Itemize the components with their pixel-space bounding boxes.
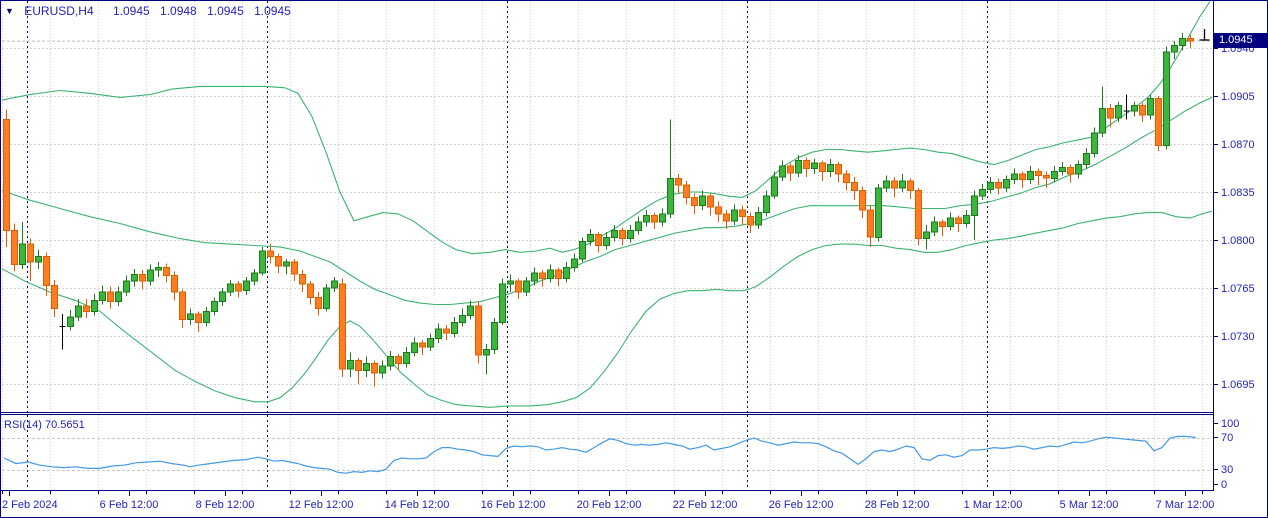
svg-text:70: 70 — [1221, 432, 1233, 444]
time-axis[interactable]: 2 Feb 2024 6 Feb 12:00 8 Feb 12:00 12 Feb 1… — [2, 491, 1214, 511]
symbol-period-label: EURUSD,H4 — [24, 4, 94, 18]
bollinger-lower-line — [1, 210, 1212, 408]
time-axis-label: 7 Mar 12:00 — [1156, 499, 1215, 511]
time-axis-label: 22 Feb 12:00 — [673, 499, 738, 511]
bollinger-middle-line — [1, 96, 1212, 306]
price-axis[interactable]: 1.09401.09051.08701.08351.08001.07651.07… — [1213, 43, 1255, 391]
time-axis-label: 20 Feb 12:00 — [577, 499, 642, 511]
quote-close: 1.0945 — [254, 4, 291, 18]
candles-layer — [3, 32, 1194, 387]
svg-text:100: 100 — [1221, 418, 1239, 430]
chart-menu-icon[interactable]: ▼ — [5, 6, 14, 16]
time-axis-label: 12 Feb 12:00 — [289, 499, 354, 511]
time-axis-label: 14 Feb 12:00 — [385, 499, 450, 511]
svg-text:1.0870: 1.0870 — [1221, 139, 1255, 151]
svg-text:1.0835: 1.0835 — [1221, 187, 1255, 199]
time-axis-label: 28 Feb 12:00 — [865, 499, 930, 511]
quote-high: 1.0948 — [160, 4, 197, 18]
quote-open: 1.0945 — [112, 4, 150, 18]
svg-text:0: 0 — [1221, 479, 1227, 491]
time-axis-label: 1 Mar 12:00 — [964, 499, 1023, 511]
current-price-badge: 1.0945 — [1214, 33, 1267, 48]
time-axis-label: 8 Feb 12:00 — [196, 499, 255, 511]
time-axis-label: 6 Feb 12:00 — [100, 499, 159, 511]
chart-end-marker — [1199, 29, 1210, 41]
time-axis-label: 16 Feb 12:00 — [481, 499, 546, 511]
svg-text:1.0765: 1.0765 — [1221, 283, 1255, 295]
rsi-axis[interactable]: 100 70 30 0 — [1213, 418, 1239, 491]
svg-text:1.0800: 1.0800 — [1221, 235, 1255, 247]
bollinger-bands — [1, 1, 1212, 408]
rsi-line — [3, 435, 1197, 474]
time-axis-label: 5 Mar 12:00 — [1060, 499, 1119, 511]
svg-text:30: 30 — [1221, 464, 1233, 476]
time-axis-label: 2 Feb 2024 — [2, 499, 58, 511]
bollinger-upper-line — [1, 1, 1211, 255]
indicator-label: RSI(14) 70.5651 — [4, 419, 85, 431]
svg-text:1.0695: 1.0695 — [1221, 379, 1255, 391]
grid-layer — [2, 1, 1212, 490]
svg-text:1.0905: 1.0905 — [1221, 91, 1255, 103]
quote-low: 1.0945 — [207, 4, 244, 18]
svg-text:1.0730: 1.0730 — [1221, 331, 1255, 343]
time-axis-label: 26 Feb 12:00 — [769, 499, 834, 511]
period-separators — [27, 1, 988, 490]
chart-header: ▼ EURUSD,H4 1.0945 1.0948 1.0945 1.0945 — [5, 4, 298, 18]
